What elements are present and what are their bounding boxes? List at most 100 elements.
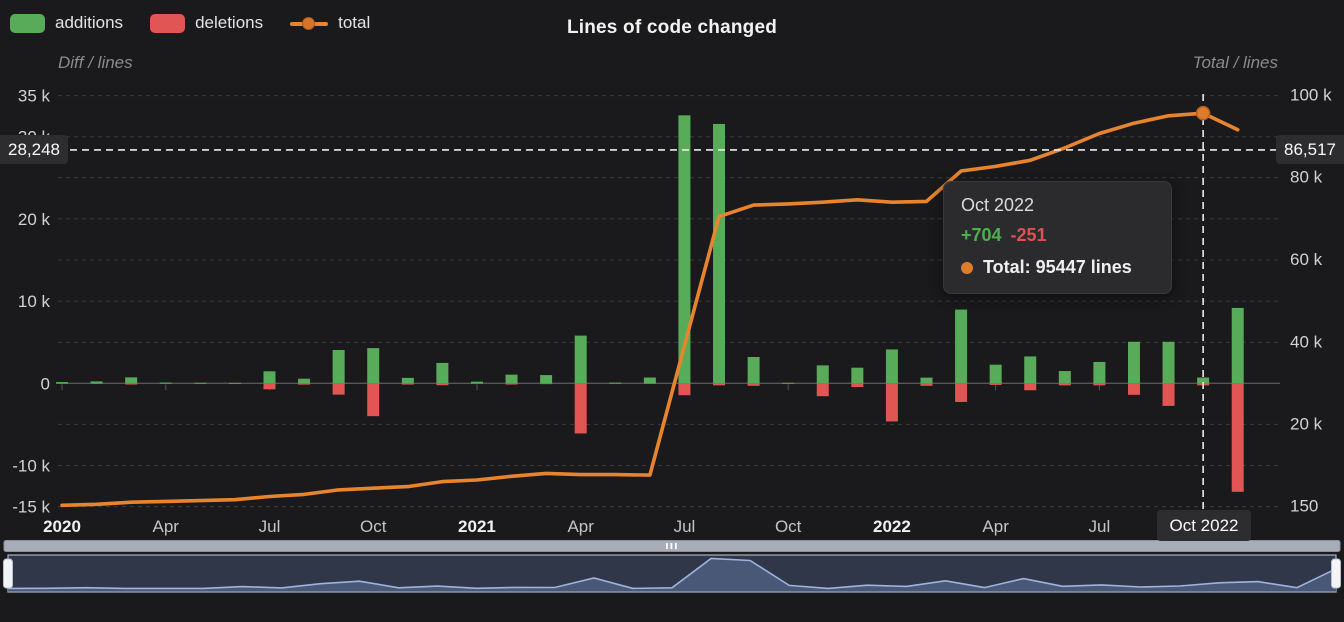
bar-additions-jan-2020[interactable] [56,382,68,384]
bar-deletions-jun-2022[interactable] [1058,383,1071,386]
bar-deletions-apr-2022[interactable] [989,383,1002,385]
scrollbar-grip-icon[interactable] [666,543,668,549]
highlighted-point-marker[interactable] [1195,105,1211,121]
bar-additions-sep-2021[interactable] [747,356,760,384]
x-axis-label: Oct [360,517,387,536]
bar-additions-apr-2021[interactable] [574,335,587,384]
tooltip-additions: +704 [961,225,1002,245]
bar-deletions-aug-2020[interactable] [298,383,311,385]
x-axis-label: 2020 [43,517,81,536]
right-axis-tick-label: 60 k [1290,250,1323,269]
chart-tooltip: Oct 2022 +704 -251 Total: 95447 lines [943,181,1172,294]
bar-additions-sep-2022[interactable] [1162,341,1175,384]
bar-additions-oct-2022[interactable] [1197,377,1210,384]
bar-deletions-oct-2020[interactable] [367,383,380,417]
bar-additions-jun-2022[interactable] [1058,371,1071,384]
bar-deletions-nov-2020[interactable] [401,383,414,385]
tooltip-deletions: -251 [1010,225,1047,245]
bar-additions-aug-2020[interactable] [298,378,311,384]
bar-additions-jul-2022[interactable] [1093,361,1106,384]
bar-deletions-dec-2020[interactable] [436,383,449,386]
additions-swatch-icon [10,13,45,33]
chart-title: Lines of code changed [566,17,778,38]
bar-additions-apr-2020[interactable] [159,382,172,384]
left-axis-tick-label: 10 k [18,292,51,311]
bar-deletions-mar-2020[interactable] [125,383,138,385]
bar-additions-mar-2022[interactable] [955,309,968,384]
bar-additions-dec-2021[interactable] [851,367,864,384]
bar-additions-aug-2021[interactable] [713,123,726,384]
bar-additions-jul-2021[interactable] [678,115,691,384]
bar-deletions-feb-2020[interactable] [90,383,103,384]
bar-deletions-apr-2021[interactable] [574,383,587,434]
bar-additions-oct-2020[interactable] [367,348,380,384]
bar-deletions-oct-2021[interactable] [782,383,795,384]
bar-additions-apr-2022[interactable] [989,364,1002,384]
bar-additions-mar-2021[interactable] [540,375,553,384]
bar-additions-may-2021[interactable] [609,382,622,384]
bar-deletions-jul-2022[interactable] [1093,383,1106,386]
bar-deletions-may-2020[interactable] [194,383,207,384]
bar-deletions-jan-2021[interactable] [470,383,483,384]
total-line-series[interactable] [60,111,1240,508]
right-axis-tick-label: 100 k [1290,85,1332,104]
x-axis-label: Oct [775,517,802,536]
bar-additions-nov-2022[interactable] [1231,307,1244,384]
bar-deletions-nov-2021[interactable] [816,383,829,397]
bar-additions-nov-2021[interactable] [816,365,829,384]
scrollbar-grip-icon[interactable] [670,543,673,549]
bar-additions-feb-2021[interactable] [505,374,518,384]
bar-additions-sep-2020[interactable] [332,350,345,384]
bar-deletions-mar-2021[interactable] [540,383,553,385]
navigator-right-handle[interactable] [1331,558,1341,589]
bar-additions-feb-2020[interactable] [90,381,103,384]
bar-deletions-jun-2020[interactable] [228,383,241,384]
x-axis-label: Jul [674,517,696,536]
bar-deletions-aug-2022[interactable] [1127,383,1140,395]
bar-additions-aug-2022[interactable] [1127,341,1140,384]
bar-deletions-nov-2022[interactable] [1231,383,1244,492]
bar-deletions-sep-2022[interactable] [1162,383,1175,406]
bar-additions-may-2020[interactable] [194,382,207,384]
bar-deletions-apr-2020[interactable] [159,383,172,384]
bar-additions-jul-2020[interactable] [263,371,276,384]
left-axis-tick-label: 35 k [18,87,51,106]
bar-deletions-jun-2021[interactable] [643,383,656,384]
navigator-area-line [7,557,1337,590]
right-axis-tick-label: 40 k [1290,332,1323,351]
bar-additions-nov-2020[interactable] [401,377,414,384]
bar-additions-jun-2021[interactable] [643,377,656,384]
bar-deletions-sep-2021[interactable] [747,383,760,386]
navigator-left-handle[interactable] [3,558,13,589]
deletions-swatch-icon [150,13,186,33]
bar-deletions-feb-2022[interactable] [920,383,933,386]
bar-additions-jan-2022[interactable] [885,349,898,384]
right-axis-tick-label: 80 k [1290,168,1323,187]
bar-deletions-jan-2020[interactable] [56,383,68,384]
bar-deletions-may-2022[interactable] [1024,383,1037,391]
x-axis-label: Apr [567,517,594,536]
bar-additions-jun-2020[interactable] [228,382,241,384]
bar-deletions-dec-2021[interactable] [851,383,864,387]
bar-deletions-jul-2020[interactable] [263,383,276,390]
bar-additions-oct-2021[interactable] [782,382,795,384]
bar-deletions-mar-2022[interactable] [955,383,968,402]
bar-deletions-jan-2022[interactable] [885,383,898,422]
bar-additions-feb-2022[interactable] [920,377,933,384]
tooltip-total-row: Total: 95447 lines [961,257,1154,278]
bar-additions-dec-2020[interactable] [436,362,449,384]
bar-deletions-may-2021[interactable] [609,383,622,384]
legend-label-additions: additions [55,13,124,32]
legend-item-total[interactable]: total [290,13,370,33]
right-axis-name: Total / lines [1192,53,1278,72]
bar-deletions-aug-2021[interactable] [713,383,726,386]
bar-deletions-sep-2020[interactable] [332,383,345,395]
bar-additions-may-2022[interactable] [1024,356,1037,384]
bar-deletions-feb-2021[interactable] [505,383,518,385]
legend-item-additions[interactable]: additions [10,13,123,33]
scrollbar-grip-icon[interactable] [675,543,677,549]
bar-deletions-jul-2021[interactable] [678,383,691,396]
legend-item-deletions[interactable]: deletions [150,13,263,33]
bar-additions-mar-2020[interactable] [125,377,138,384]
bar-additions-jan-2021[interactable] [470,381,483,384]
